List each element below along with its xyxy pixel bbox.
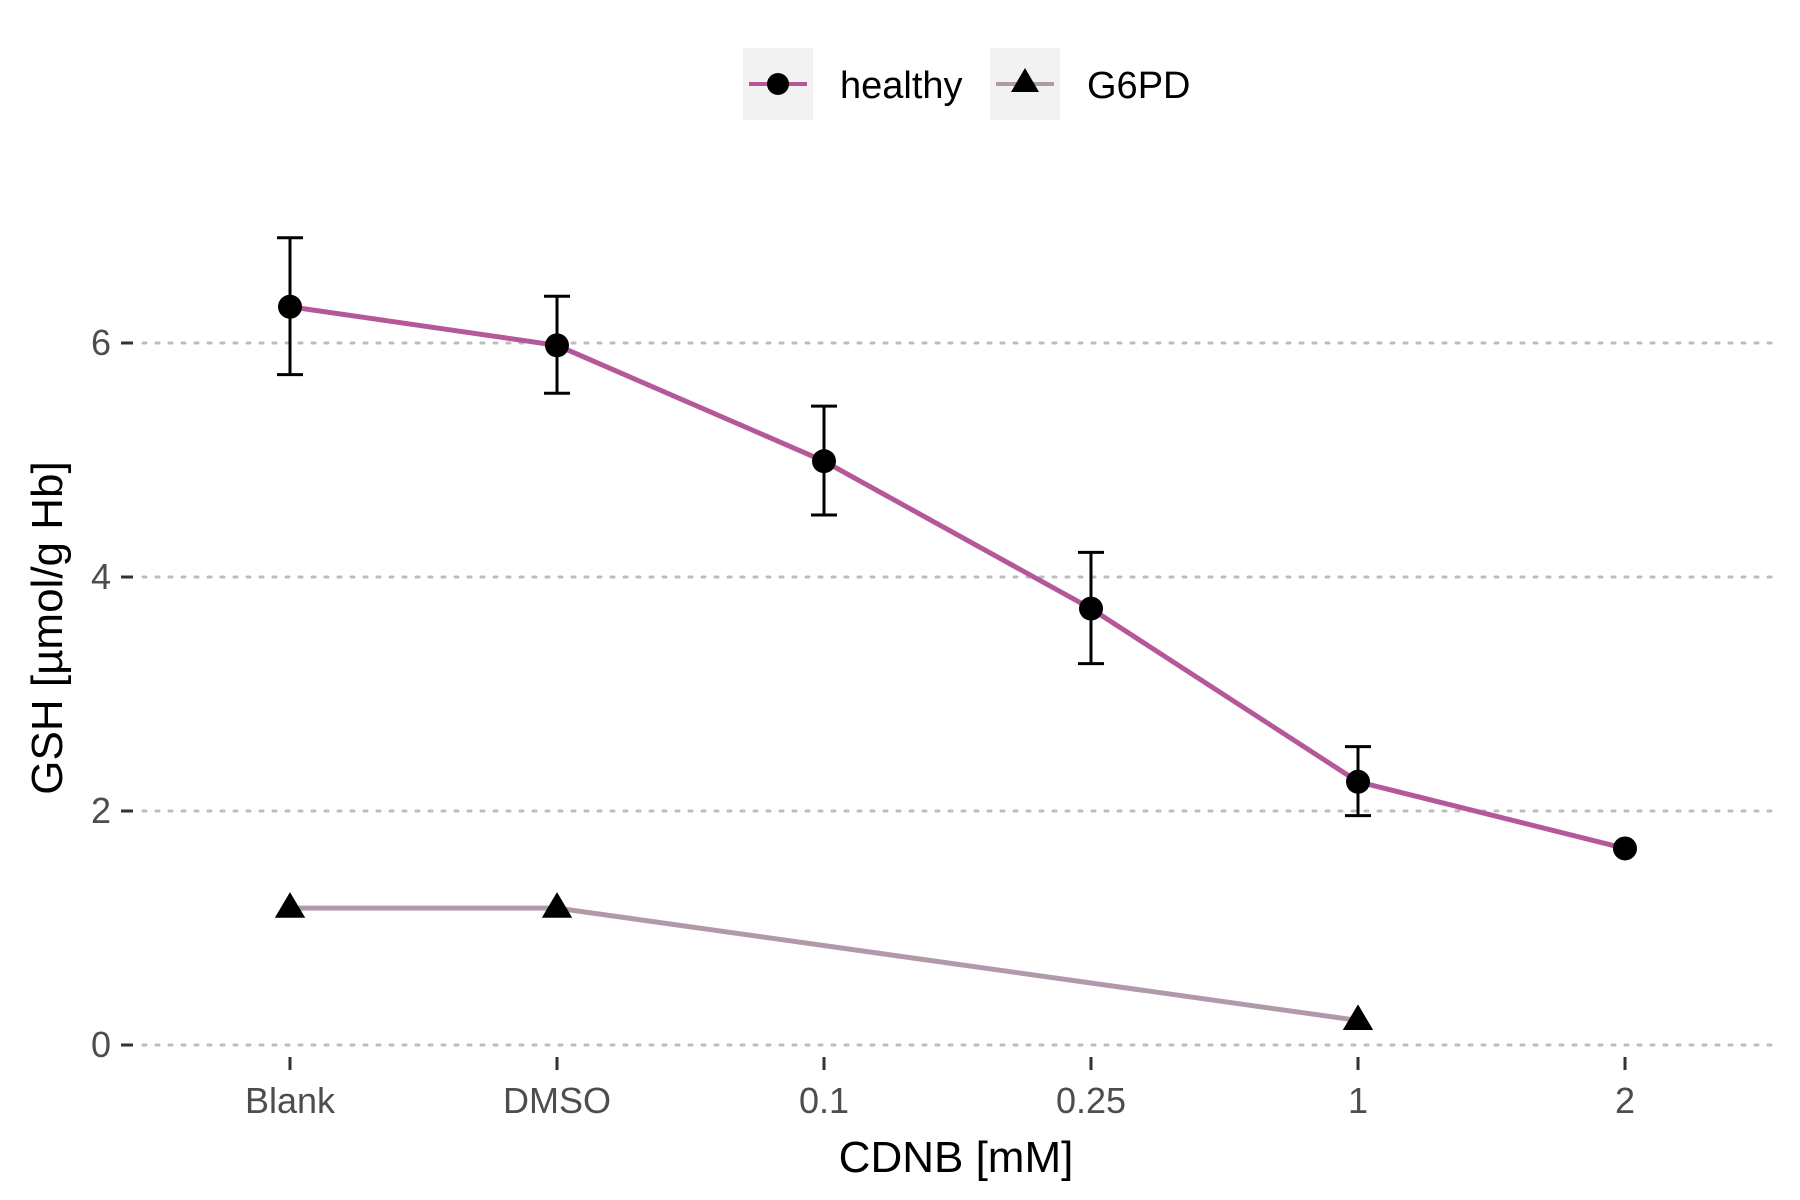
y-tick-label-4: 4 [91, 556, 111, 597]
legend-item-g6pd[interactable]: G6PD [990, 48, 1190, 120]
point-g6pd-1 [541, 892, 573, 918]
axes: 0 2 4 6 Blank DMSO 0.1 0.25 1 2 [91, 322, 1635, 1121]
legend-key-g6pd-marker [1011, 68, 1039, 92]
x-tick-label-3: 0.25 [1056, 1080, 1126, 1121]
legend-label-g6pd: G6PD [1087, 65, 1190, 107]
x-tick-label-5: 2 [1615, 1080, 1635, 1121]
x-tick-label-0: Blank [245, 1080, 336, 1121]
data-points [274, 294, 1637, 1031]
point-healthy-0 [278, 294, 302, 319]
x-tick-label-1: DMSO [503, 1080, 611, 1121]
x-tick-label-4: 1 [1348, 1080, 1368, 1121]
legend-label-healthy: healthy [840, 65, 963, 107]
line-segment-healthy-0-1 [287, 304, 560, 348]
y-tick-label-2: 2 [91, 790, 111, 831]
point-healthy-4 [1346, 769, 1370, 794]
error-bars [277, 236, 1371, 818]
series-lines [287, 304, 1628, 1023]
line-segment-healthy-4-5 [1355, 779, 1628, 851]
y-axis-title: GSH [µmol/g Hb] [23, 461, 72, 794]
grid-lines [141, 341, 1782, 1047]
point-healthy-2 [812, 449, 836, 474]
point-healthy-1 [545, 333, 569, 358]
legend: healthy G6PD [743, 48, 1190, 120]
y-tick-label-0: 0 [91, 1024, 111, 1065]
x-tick-label-2: 0.1 [799, 1080, 849, 1121]
point-g6pd-0 [274, 892, 306, 918]
y-tick-label-6: 6 [91, 322, 111, 363]
point-g6pd-4 [1342, 1004, 1374, 1031]
legend-key-healthy-marker [767, 73, 789, 95]
line-segment-g6pd-1-4 [554, 905, 1361, 1023]
line-segment-healthy-1-2 [554, 342, 827, 464]
point-healthy-5 [1613, 836, 1637, 861]
x-axis-title: CDNB [mM] [839, 1133, 1074, 1182]
line-segment-healthy-3-4 [1088, 606, 1361, 785]
legend-item-healthy[interactable]: healthy [743, 48, 963, 120]
line-segment-healthy-2-3 [821, 458, 1094, 612]
point-healthy-3 [1079, 596, 1103, 621]
